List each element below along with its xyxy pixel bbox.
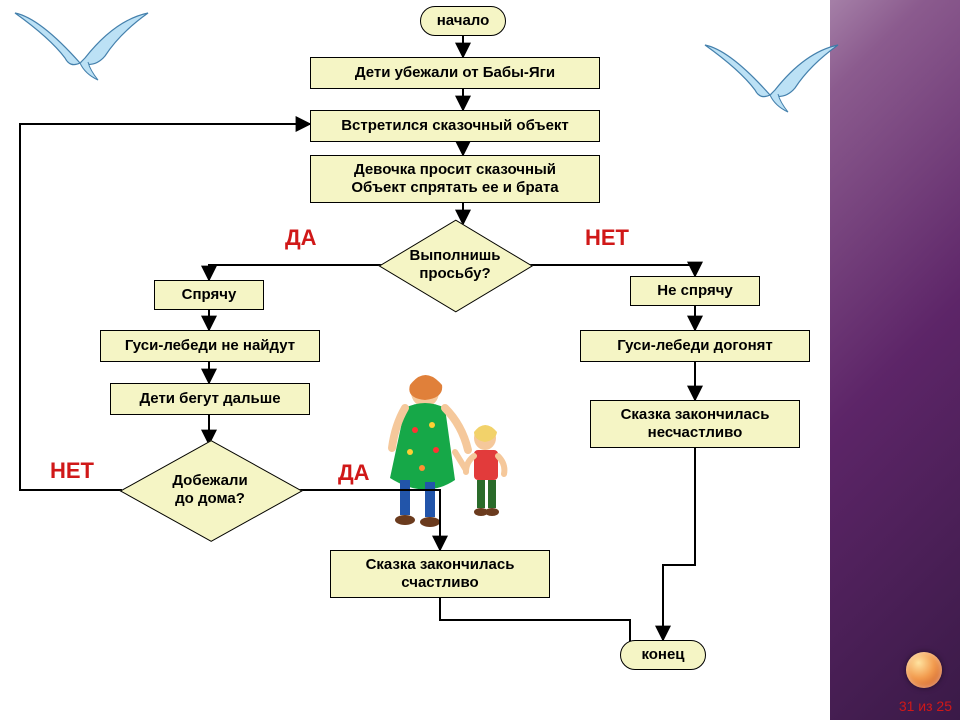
node-label: Сказка закончиласьсчастливо — [366, 556, 515, 592]
node-label: Спрячу — [182, 286, 237, 304]
node-label: Дети бегут дальше — [139, 390, 280, 408]
node-label: Дети убежали от Бабы-Яги — [355, 64, 555, 82]
node-label: начало — [437, 12, 490, 30]
node-label: конец — [641, 646, 684, 664]
process-node: Спрячу — [154, 280, 264, 310]
terminal-node: конец — [620, 640, 706, 670]
process-node: Дети бегут дальше — [110, 383, 310, 415]
flowchart-canvas: начало Дети убежали от Бабы-Яги Встретился… — [0, 0, 830, 720]
next-slide-button[interactable] — [906, 652, 942, 688]
branch-label-da: ДА — [285, 225, 317, 251]
decision-node: Добежалидо дома? — [120, 440, 300, 540]
process-node: Встретился сказочный объект — [310, 110, 600, 142]
node-label: Гуси-лебеди не найдут — [125, 337, 295, 355]
branch-label-net: НЕТ — [585, 225, 629, 251]
process-node: Не спрячу — [630, 276, 760, 306]
process-node: Гуси-лебеди не найдут — [100, 330, 320, 362]
process-node: Гуси-лебеди догонят — [580, 330, 810, 362]
branch-label-net: НЕТ — [50, 458, 94, 484]
node-label: Не спрячу — [657, 282, 733, 300]
page-number: 31 из 25 — [899, 698, 952, 714]
node-label: Сказка закончиласьнесчастливо — [621, 406, 770, 442]
node-label: Добежалидо дома? — [120, 440, 300, 540]
branch-label-da: ДА — [338, 460, 370, 486]
slide: начало Дети убежали от Бабы-Яги Встретился… — [0, 0, 960, 720]
swan-icon — [10, 8, 150, 88]
process-node: Сказка закончиласьнесчастливо — [590, 400, 800, 448]
terminal-node: начало — [420, 6, 506, 36]
process-node: Девочка просит сказочныйОбъект спрятать … — [310, 155, 600, 203]
decision-node: Выполнишьпросьбу? — [380, 220, 530, 310]
node-label: Гуси-лебеди догонят — [617, 337, 773, 355]
node-label: Девочка просит сказочныйОбъект спрятать … — [351, 161, 558, 197]
process-node: Дети убежали от Бабы-Яги — [310, 57, 600, 89]
process-node: Сказка закончиласьсчастливо — [330, 550, 550, 598]
children-illustration — [370, 370, 520, 540]
node-label: Встретился сказочный объект — [341, 117, 569, 135]
swan-icon — [700, 40, 840, 120]
node-label: Выполнишьпросьбу? — [380, 220, 530, 310]
